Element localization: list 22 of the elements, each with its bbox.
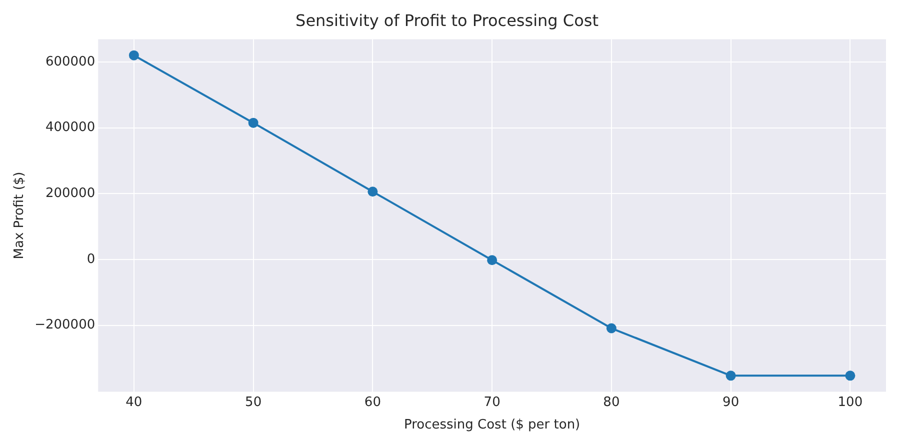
y-axis-title: Max Profit ($)	[12, 172, 28, 260]
x-axis-title: Processing Cost ($ per ton)	[404, 418, 580, 433]
point	[248, 118, 258, 128]
point	[845, 370, 856, 381]
x-tick-label: 40	[126, 394, 142, 410]
x-tick-label: 80	[603, 394, 620, 410]
chart-title: Sensitivity of Profit to Processing Cost	[296, 10, 598, 30]
point	[128, 50, 139, 60]
point	[368, 186, 378, 197]
x-tick-label: 70	[484, 394, 500, 410]
y-tick-label: −200000	[34, 318, 96, 333]
y-tick-label: 0	[86, 252, 96, 267]
point	[726, 370, 736, 381]
point	[487, 255, 498, 266]
y-tick-label: 600000	[45, 54, 96, 70]
point	[606, 323, 616, 334]
y-tick-label: 400000	[45, 120, 96, 136]
x-tick-label: 50	[245, 394, 262, 410]
x-tick-label: 100	[838, 394, 863, 410]
x-tick-label: 60	[364, 394, 381, 410]
y-tick-label: 200000	[45, 186, 96, 201]
x-tick-label: 90	[722, 394, 740, 410]
